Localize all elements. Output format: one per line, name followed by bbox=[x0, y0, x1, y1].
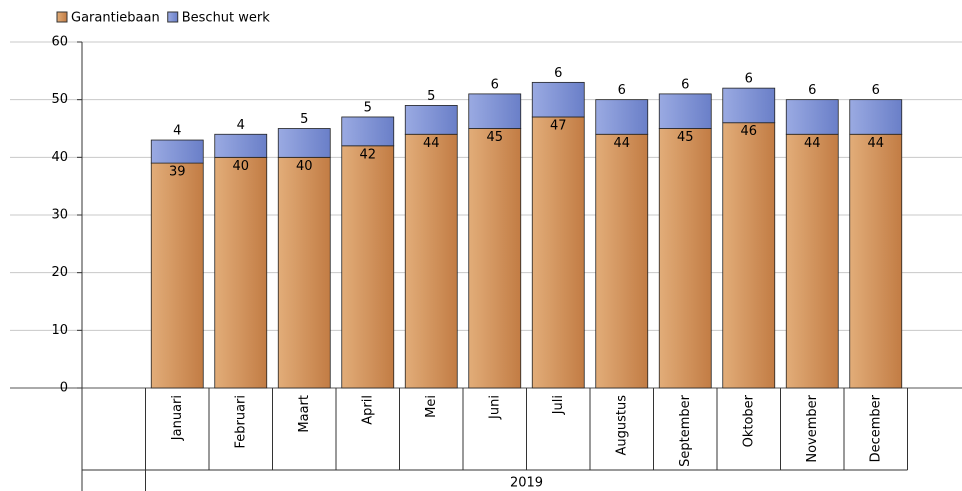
x-tick-label: Januari bbox=[170, 395, 185, 441]
bar-segment bbox=[595, 133, 649, 389]
y-tick-label: 30 bbox=[51, 208, 68, 223]
bar-segment bbox=[785, 133, 839, 389]
data-label: 6 bbox=[554, 66, 562, 81]
data-label: 6 bbox=[872, 83, 880, 98]
bar-segment bbox=[277, 128, 331, 158]
bar-segment bbox=[531, 81, 585, 118]
data-label: 45 bbox=[486, 130, 503, 145]
marks bbox=[150, 81, 903, 389]
bar-segment bbox=[150, 162, 204, 389]
bar-segment bbox=[404, 105, 458, 135]
data-label: 44 bbox=[423, 136, 440, 151]
data-label: 44 bbox=[867, 136, 884, 151]
bar-segment bbox=[531, 116, 585, 389]
data-label: 5 bbox=[300, 112, 308, 127]
x-tick-label: December bbox=[868, 394, 883, 462]
x-tick-label: Maart bbox=[297, 395, 312, 433]
bar-segment bbox=[214, 133, 268, 158]
x-tick-label: Augustus bbox=[614, 395, 629, 456]
data-label: 42 bbox=[359, 147, 376, 162]
x-tick-label: Juni bbox=[487, 395, 502, 420]
data-label: 6 bbox=[491, 77, 499, 92]
data-label: 40 bbox=[296, 159, 313, 174]
bar-segment bbox=[277, 156, 331, 389]
x-group-label: 2019 bbox=[510, 476, 543, 491]
data-label: 5 bbox=[364, 100, 372, 115]
y-tick-label: 20 bbox=[51, 265, 68, 280]
bar-segment bbox=[468, 93, 522, 129]
data-label: 44 bbox=[804, 136, 821, 151]
x-tick-label: September bbox=[678, 394, 693, 467]
data-label: 6 bbox=[618, 83, 626, 98]
x-tick-label: Mei bbox=[424, 395, 439, 418]
data-label: 6 bbox=[681, 77, 689, 92]
legend-label: Beschut werk bbox=[182, 11, 271, 26]
y-tick-label: 40 bbox=[51, 150, 68, 165]
data-label: 47 bbox=[550, 118, 567, 133]
bar-segment bbox=[658, 128, 712, 389]
bar-segment bbox=[595, 99, 649, 135]
legend-swatch bbox=[56, 11, 68, 23]
bar-segment bbox=[341, 116, 395, 147]
x-tick-label: Februari bbox=[233, 395, 248, 449]
x-tick-label: November bbox=[805, 394, 820, 462]
data-label: 40 bbox=[232, 159, 249, 174]
bar-segment bbox=[468, 128, 522, 389]
bar-segment bbox=[722, 87, 776, 124]
y-tick-label: 60 bbox=[51, 35, 68, 50]
data-label: 45 bbox=[677, 130, 694, 145]
x-tick-label: Oktober bbox=[741, 394, 756, 447]
bar-segment bbox=[404, 133, 458, 389]
y-tick-label: 10 bbox=[51, 323, 68, 338]
data-label: 6 bbox=[808, 83, 816, 98]
bar-segment bbox=[150, 139, 204, 164]
x-tick-label: Juli bbox=[551, 395, 566, 415]
x-tick-label: April bbox=[360, 395, 375, 425]
y-tick-label: 0 bbox=[60, 381, 68, 396]
data-label: 4 bbox=[173, 124, 181, 139]
data-label: 6 bbox=[745, 72, 753, 87]
data-label: 44 bbox=[613, 136, 630, 151]
data-label: 5 bbox=[427, 89, 435, 104]
legend-label: Garantiebaan bbox=[71, 11, 160, 26]
data-label: 46 bbox=[740, 124, 757, 139]
bar-segment bbox=[341, 145, 395, 389]
bar-segment bbox=[849, 133, 903, 389]
legend-swatch bbox=[167, 11, 179, 23]
y-tick-label: 50 bbox=[51, 92, 68, 107]
bar-segment bbox=[785, 99, 839, 135]
bar-segment bbox=[658, 93, 712, 129]
bar-segment bbox=[722, 122, 776, 389]
data-label: 39 bbox=[169, 165, 186, 180]
bar-segment bbox=[214, 156, 268, 389]
data-label: 4 bbox=[237, 118, 245, 133]
bar-segment bbox=[849, 99, 903, 135]
